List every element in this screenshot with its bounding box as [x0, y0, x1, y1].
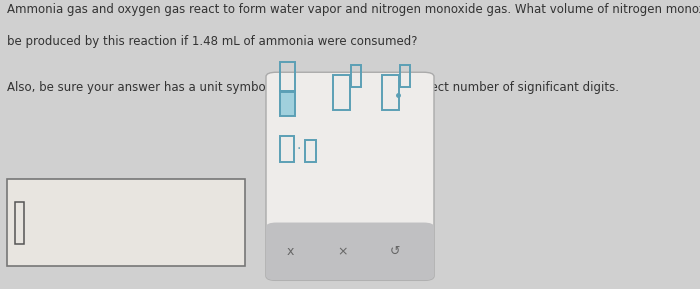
FancyBboxPatch shape — [7, 179, 245, 266]
Text: ↺: ↺ — [390, 245, 400, 258]
FancyBboxPatch shape — [266, 72, 434, 280]
Text: Also, be sure your answer has a unit symbol, and is rounded to the correct numbe: Also, be sure your answer has a unit sym… — [7, 81, 619, 94]
Text: be produced by this reaction if 1.48 mL of ammonia were consumed?: be produced by this reaction if 1.48 mL … — [7, 35, 417, 48]
FancyBboxPatch shape — [266, 223, 434, 280]
Text: x: x — [287, 245, 294, 258]
Text: ×: × — [337, 245, 349, 258]
Text: ·: · — [297, 142, 301, 156]
Text: Ammonia gas and oxygen gas react to form water vapor and nitrogen monoxide gas. : Ammonia gas and oxygen gas react to form… — [7, 3, 700, 16]
FancyBboxPatch shape — [280, 92, 295, 116]
